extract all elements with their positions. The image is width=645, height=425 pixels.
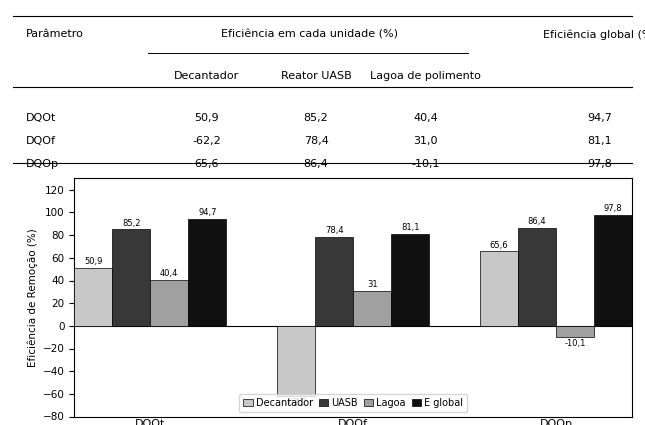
Text: 40,4: 40,4 <box>413 113 438 123</box>
Text: 97,8: 97,8 <box>604 204 622 213</box>
Text: DQOt: DQOt <box>26 113 56 123</box>
Text: DQOt: DQOt <box>135 419 166 425</box>
Text: Lagoa de polimento: Lagoa de polimento <box>370 71 481 81</box>
Bar <box>188 218 226 326</box>
Text: -10,1: -10,1 <box>412 159 440 169</box>
Text: 81,1: 81,1 <box>588 136 612 146</box>
Text: 94,7: 94,7 <box>198 208 217 217</box>
Text: DQOf: DQOf <box>338 419 368 425</box>
Text: Decantador: Decantador <box>174 71 239 81</box>
Text: 97,8: 97,8 <box>588 159 612 169</box>
Text: 85,2: 85,2 <box>122 218 141 227</box>
Text: -62,2: -62,2 <box>285 398 307 407</box>
Text: DQOp: DQOp <box>26 159 59 169</box>
Bar <box>277 326 315 397</box>
Y-axis label: Eficiência de Remoção (%): Eficiência de Remoção (%) <box>28 228 39 367</box>
Bar <box>391 234 429 326</box>
Text: DQOp: DQOp <box>539 419 573 425</box>
Bar <box>74 268 112 326</box>
Bar <box>112 229 150 326</box>
Text: Parâmetro: Parâmetro <box>26 29 84 40</box>
Text: 86,4: 86,4 <box>304 159 328 169</box>
Text: 85,2: 85,2 <box>304 113 328 123</box>
Text: 78,4: 78,4 <box>325 226 343 235</box>
Text: DQOf: DQOf <box>26 136 56 146</box>
Text: 50,9: 50,9 <box>194 113 219 123</box>
Bar <box>594 215 632 326</box>
Text: 65,6: 65,6 <box>194 159 219 169</box>
Text: 31: 31 <box>367 280 377 289</box>
Bar <box>518 228 556 326</box>
Text: 78,4: 78,4 <box>304 136 328 146</box>
Bar <box>480 252 518 326</box>
Legend: Decantador, UASB, Lagoa, E global: Decantador, UASB, Lagoa, E global <box>239 394 467 412</box>
Bar <box>315 237 353 326</box>
Text: Reator UASB: Reator UASB <box>281 71 352 81</box>
Text: 86,4: 86,4 <box>528 217 546 226</box>
Bar <box>353 291 391 326</box>
Text: 65,6: 65,6 <box>490 241 508 250</box>
Text: Eficiência global (%): Eficiência global (%) <box>543 29 645 40</box>
Text: 31,0: 31,0 <box>413 136 438 146</box>
Text: 94,7: 94,7 <box>588 113 612 123</box>
Bar <box>556 326 594 337</box>
Text: 50,9: 50,9 <box>84 258 103 266</box>
Text: -10,1: -10,1 <box>564 339 586 348</box>
Text: 81,1: 81,1 <box>401 223 419 232</box>
Bar <box>150 280 188 326</box>
Text: -62,2: -62,2 <box>192 136 221 146</box>
Text: Eficiência em cada unidade (%): Eficiência em cada unidade (%) <box>221 29 398 40</box>
Text: 40,4: 40,4 <box>160 269 179 278</box>
